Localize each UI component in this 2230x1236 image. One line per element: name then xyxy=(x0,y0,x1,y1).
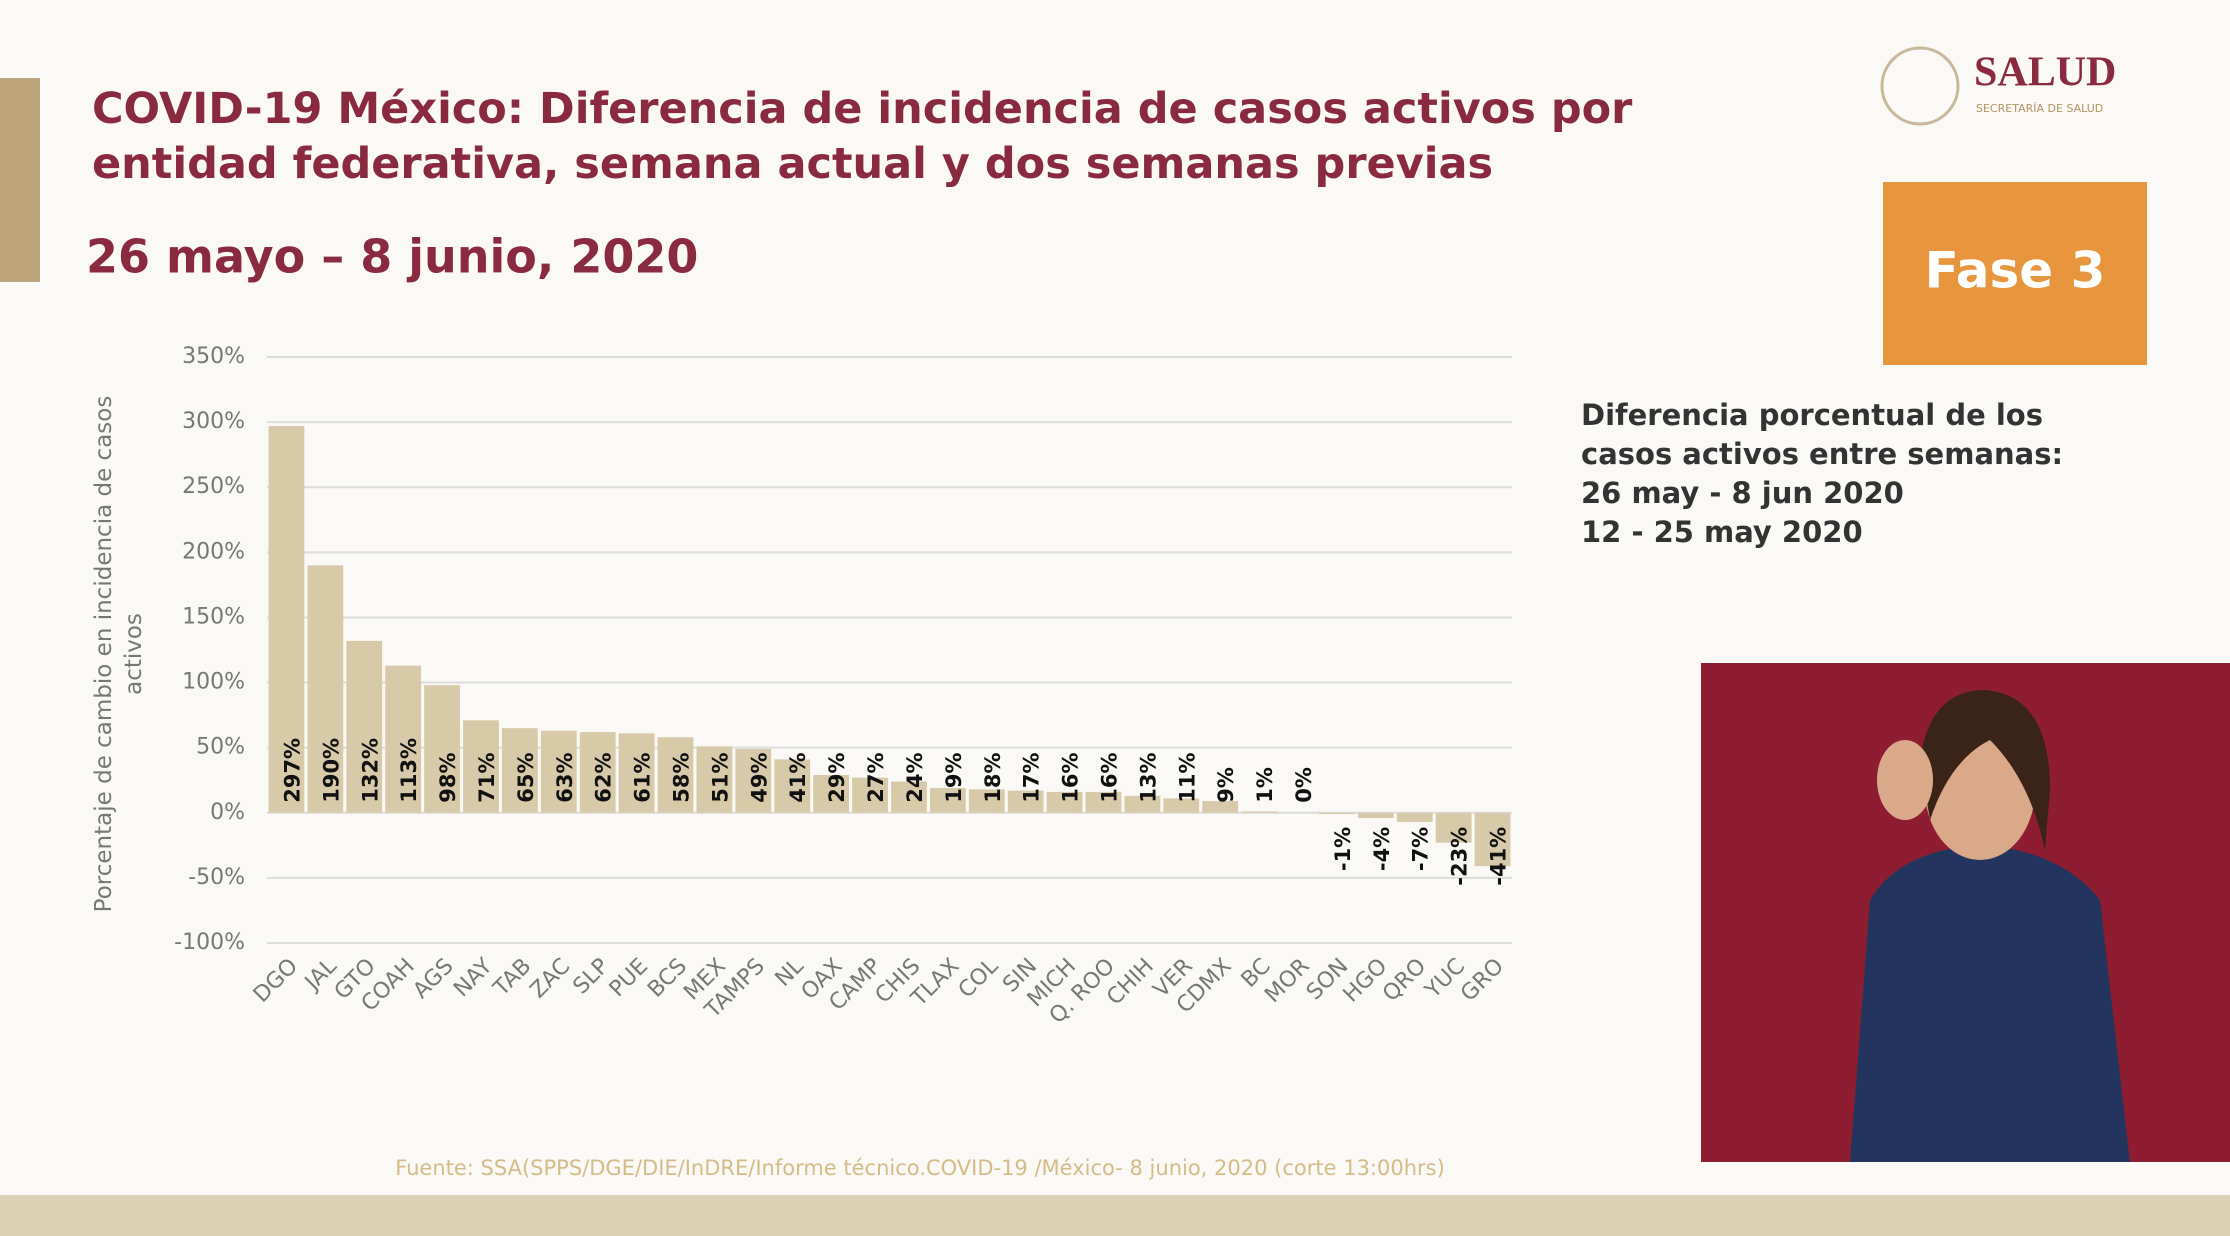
y-tick-label: 200% xyxy=(182,539,245,564)
bar xyxy=(1007,790,1044,813)
value-label: 58% xyxy=(670,753,694,803)
value-label: 49% xyxy=(747,753,771,803)
value-label: 9% xyxy=(1214,767,1238,803)
y-tick-label: -50% xyxy=(188,865,245,890)
bar xyxy=(852,777,888,813)
y-tick-label: -100% xyxy=(174,930,245,955)
bar xyxy=(385,665,422,813)
value-label: 71% xyxy=(475,753,499,803)
interpreter-hand xyxy=(1877,740,1933,820)
interpreter-hair xyxy=(1920,690,2050,850)
bar xyxy=(891,781,927,813)
interpreter-body xyxy=(1850,845,2130,1162)
bar xyxy=(268,426,305,813)
value-label: 98% xyxy=(436,753,460,803)
bar xyxy=(1396,812,1433,822)
bar xyxy=(1124,795,1161,813)
value-label: 18% xyxy=(981,753,1005,803)
bar xyxy=(1085,791,1122,813)
value-label: 0% xyxy=(1292,767,1316,803)
value-label: 17% xyxy=(1020,753,1044,803)
bar xyxy=(1319,812,1355,815)
value-label: -4% xyxy=(1370,827,1394,871)
value-label: -1% xyxy=(1331,827,1355,871)
y-tick-label: 150% xyxy=(182,604,245,629)
value-label: 41% xyxy=(786,753,810,803)
source-note: Fuente: SSA(SPPS/DGE/DIE/InDRE/Informe t… xyxy=(395,1156,1445,1180)
value-label: 13% xyxy=(1136,753,1160,803)
value-label: 16% xyxy=(1097,753,1121,803)
value-label: 61% xyxy=(631,753,655,803)
logo-subtitle: SECRETARÍA DE SALUD xyxy=(1976,102,2103,115)
bar xyxy=(657,737,694,813)
bar xyxy=(735,748,772,813)
bar xyxy=(1202,801,1239,813)
y-axis-title: Porcentaje de cambio en incidencia de ca… xyxy=(91,396,147,913)
bar xyxy=(929,788,966,813)
bar xyxy=(307,565,344,813)
value-label: 11% xyxy=(1175,753,1199,803)
footer-band xyxy=(0,1195,2230,1236)
note-line: casos activos entre semanas: xyxy=(1581,437,2063,471)
bar xyxy=(346,640,383,813)
value-label: 19% xyxy=(942,753,966,803)
note-line: 12 - 25 may 2020 xyxy=(1581,515,1863,549)
bar xyxy=(579,732,616,813)
bar xyxy=(1357,812,1394,818)
y-tick-label: 250% xyxy=(182,474,245,499)
note-line: Diferencia porcentual de los xyxy=(1581,398,2043,432)
value-label: 51% xyxy=(708,753,732,803)
value-label: 132% xyxy=(358,738,382,803)
value-label: 113% xyxy=(397,738,421,803)
bar xyxy=(1435,812,1472,843)
phase-box xyxy=(1883,182,2147,365)
bar xyxy=(1474,812,1511,867)
value-label: 190% xyxy=(319,738,343,803)
bar xyxy=(463,720,499,813)
y-tick-label: 100% xyxy=(182,670,245,695)
video-inset xyxy=(1701,663,2230,1162)
bar xyxy=(696,746,733,813)
value-label: -41% xyxy=(1487,827,1511,886)
bar xyxy=(968,789,1005,813)
bar xyxy=(1046,791,1083,813)
note-line: 26 may - 8 jun 2020 xyxy=(1581,476,1904,510)
chart-title: COVID-19 México: Diferencia de incidenci… xyxy=(92,84,1633,189)
phase-label: Fase 3 xyxy=(1925,242,2106,300)
bar xyxy=(618,733,655,813)
bar xyxy=(1163,798,1200,813)
chart-subtitle: 26 mayo – 8 junio, 2020 xyxy=(86,230,698,284)
value-label: 16% xyxy=(1059,753,1083,803)
bar xyxy=(1241,811,1278,813)
value-label: -23% xyxy=(1448,827,1472,886)
value-label: 63% xyxy=(553,753,577,803)
value-label: 62% xyxy=(592,753,616,803)
bar xyxy=(424,685,460,813)
value-label: 29% xyxy=(825,753,849,803)
bar xyxy=(774,759,811,813)
bar xyxy=(813,775,850,813)
y-tick-label: 50% xyxy=(196,735,245,760)
y-tick-label: 350% xyxy=(182,344,245,369)
y-tick-label: 300% xyxy=(182,409,245,434)
bar xyxy=(501,728,538,813)
value-label: 24% xyxy=(903,753,927,803)
value-label: 297% xyxy=(280,738,304,803)
logo-title: SALUD xyxy=(1974,50,2116,96)
value-label: 1% xyxy=(1253,767,1277,803)
value-label: -7% xyxy=(1409,827,1433,871)
bar xyxy=(540,730,577,813)
accent-bar xyxy=(0,78,40,282)
value-label: 27% xyxy=(864,753,888,803)
y-tick-label: 0% xyxy=(210,800,245,825)
logo-emblem xyxy=(1880,46,1960,126)
value-label: 65% xyxy=(514,753,538,803)
